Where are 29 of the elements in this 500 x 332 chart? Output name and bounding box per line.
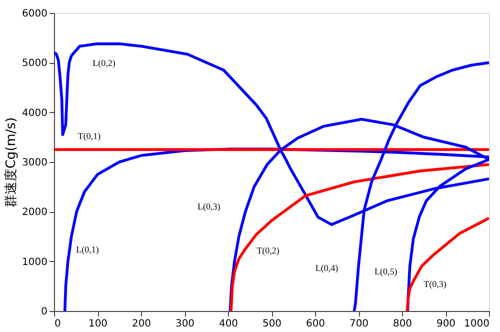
- line-series: [406, 216, 489, 311]
- y-tick-label: 2000: [22, 207, 48, 218]
- annotation: L(0,4): [315, 262, 338, 273]
- y-tick-label: 4000: [22, 108, 48, 119]
- y-tick-label: 0: [41, 306, 48, 318]
- x-tick-label: 800: [392, 318, 412, 330]
- y-tick-label: 6000: [22, 8, 48, 20]
- x-tick-label: 100: [88, 318, 108, 330]
- annotation: T(0,1): [78, 130, 101, 141]
- y-axis-title: 群速度Cg(m/s): [3, 117, 20, 208]
- x-tick-label: 200: [132, 318, 152, 330]
- annotation: T(0,3): [424, 279, 446, 290]
- annotation: L(0,3): [197, 202, 220, 212]
- annotation: L(0,2): [92, 58, 116, 68]
- x-tick-label: 700: [349, 318, 369, 330]
- x-tick-label: 400: [218, 318, 238, 330]
- y-tick-label: 1000: [22, 256, 48, 268]
- x-tick-label: 600: [306, 318, 326, 330]
- annotation: L(0,5): [374, 266, 398, 277]
- x-tick-label: 500: [262, 318, 282, 330]
- line-series: [230, 163, 489, 311]
- annotation: T(0,2): [256, 246, 280, 256]
- x-tick-label: 300: [175, 318, 195, 330]
- x-tick-label: 900: [436, 318, 456, 330]
- y-tick-label: 5000: [22, 58, 48, 70]
- x-tick-label: 1000: [464, 318, 490, 330]
- y-tick-label: 3000: [22, 158, 48, 168]
- x-tick-label: 0: [54, 318, 61, 330]
- annotation: L(0,1): [76, 244, 99, 254]
